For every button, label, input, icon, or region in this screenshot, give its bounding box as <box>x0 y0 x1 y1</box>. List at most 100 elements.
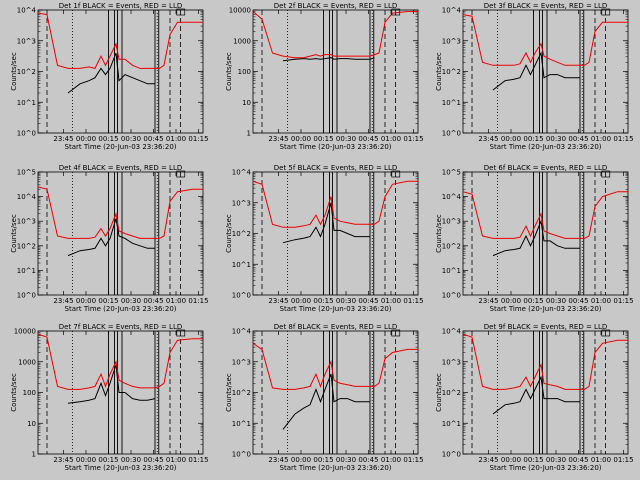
flag-box <box>176 329 186 337</box>
plot-area <box>38 331 203 454</box>
chart-title: Det 7f BLACK = Events, RED = LLD <box>59 323 182 331</box>
plot-area <box>38 172 203 295</box>
x-tick-label: 01:15 <box>613 297 633 305</box>
y-tick-label: 10^2 <box>232 230 251 238</box>
plot-area <box>38 10 203 133</box>
chart-panel-3: Det 3f BLACK = Events, RED = LLD 10^0 10^1… <box>435 2 634 151</box>
y-tick-label: 10^1 <box>442 267 461 275</box>
events-series-line <box>282 202 370 244</box>
y-tick-label: 10^5 <box>17 169 36 177</box>
lld-series-line <box>253 180 418 228</box>
x-axis-label: Start Time (20-Jun-03 23:36:20) <box>280 464 392 472</box>
chart-panel-2: Det 2f BLACK = Events, RED = LLD 1 10 100 10… <box>225 2 424 151</box>
flag-box <box>176 8 186 16</box>
y-axis-label: Counts/sec <box>435 214 443 253</box>
y-tick-label: 10^1 <box>442 420 461 428</box>
y-tick-label: 1000 <box>18 358 36 366</box>
x-tick-label: 00:30 <box>336 456 356 464</box>
plot-frame <box>462 171 629 296</box>
y-axis-label: Counts/sec <box>10 373 18 412</box>
y-tick-label: 10^2 <box>442 68 461 76</box>
chart-title: Det 6f BLACK = Events, RED = LLD <box>484 164 607 172</box>
lld-series-line <box>38 12 203 69</box>
x-tick-label: 00:15 <box>523 297 543 305</box>
x-tick-label: 00:00 <box>76 135 96 143</box>
y-tick-label: 10^1 <box>442 99 461 107</box>
x-tick-label: 00:45 <box>568 135 588 143</box>
y-axis-label: Counts/sec <box>10 52 18 91</box>
x-tick-label: 00:45 <box>568 456 588 464</box>
y-tick-label: 10^0 <box>17 130 36 138</box>
y-tick-label: 10^4 <box>442 7 462 15</box>
x-tick-label: 00:00 <box>76 297 96 305</box>
flag-box <box>391 170 401 178</box>
y-tick-label: 10^3 <box>442 37 461 45</box>
y-axis-label: Counts/sec <box>435 52 443 91</box>
x-tick-label: 01:00 <box>591 456 611 464</box>
chart-title: Det 9f BLACK = Events, RED = LLD <box>484 323 607 331</box>
x-tick-label: 01:00 <box>381 456 401 464</box>
x-axis-label: Start Time (20-Jun-03 23:36:20) <box>280 305 392 313</box>
x-tick-label: 01:00 <box>381 297 401 305</box>
chart-panel-5: Det 5f BLACK = Events, RED = LLD 10^0 10^1… <box>225 164 424 313</box>
x-tick-label: 00:30 <box>121 297 141 305</box>
x-tick-label: 23:45 <box>53 135 73 143</box>
plot-area <box>253 331 418 454</box>
y-tick-label: 10^0 <box>232 292 251 300</box>
x-tick-label: 00:00 <box>76 456 96 464</box>
x-tick-label: 00:30 <box>336 135 356 143</box>
x-tick-label: 00:15 <box>98 135 118 143</box>
x-tick-label: 23:45 <box>268 456 288 464</box>
x-tick-label: 00:45 <box>143 456 163 464</box>
events-series-line <box>67 218 155 257</box>
lld-series-line <box>38 333 203 390</box>
lld-series-line <box>253 342 418 390</box>
y-tick-label: 10^5 <box>442 169 461 177</box>
y-tick-label: 10^3 <box>17 37 36 45</box>
events-series-line <box>492 51 580 91</box>
y-tick-label: 10^2 <box>442 242 461 250</box>
lld-series-line <box>463 14 628 66</box>
x-tick-label: 01:15 <box>188 297 208 305</box>
x-axis-label: Start Time (20-Jun-03 23:36:20) <box>65 464 177 472</box>
chart-panel-6: Det 6f BLACK = Events, RED = LLD 10^0 10^1… <box>435 164 634 313</box>
x-tick-label: 01:15 <box>403 297 423 305</box>
chart-panel-8: Det 8f BLACK = Events, RED = LLD 10^0 10^1… <box>225 323 424 472</box>
x-tick-label: 00:00 <box>291 297 311 305</box>
x-tick-label: 23:45 <box>268 297 288 305</box>
y-tick-label: 1000 <box>233 37 251 45</box>
x-tick-label: 00:15 <box>313 135 333 143</box>
y-tick-label: 100 <box>23 389 36 397</box>
y-tick-label: 10^4 <box>17 7 37 15</box>
plot-area <box>253 10 418 133</box>
events-series-line <box>67 52 155 94</box>
events-series-line <box>67 364 156 404</box>
x-tick-label: 00:15 <box>98 297 118 305</box>
y-tick-label: 10000 <box>229 7 251 15</box>
y-tick-label: 10^1 <box>17 99 36 107</box>
x-tick-label: 00:45 <box>358 297 378 305</box>
y-tick-label: 10^1 <box>17 267 36 275</box>
x-tick-label: 01:00 <box>166 297 186 305</box>
flag-box <box>391 329 401 337</box>
y-axis-label: Counts/sec <box>225 373 233 412</box>
x-tick-label: 01:00 <box>591 135 611 143</box>
x-tick-label: 01:15 <box>188 456 208 464</box>
x-tick-label: 23:45 <box>268 135 288 143</box>
chart-title: Det 3f BLACK = Events, RED = LLD <box>484 2 607 10</box>
y-tick-label: 10^2 <box>17 68 36 76</box>
x-axis-label: Start Time (20-Jun-03 23:36:20) <box>490 143 602 151</box>
x-tick-label: 00:15 <box>523 135 543 143</box>
flag-box <box>601 170 611 178</box>
y-tick-label: 10^3 <box>232 199 251 207</box>
x-tick-label: 00:00 <box>501 135 521 143</box>
chart-panel-9: Det 9f BLACK = Events, RED = LLD 10^0 10^1… <box>435 323 634 472</box>
x-axis-label: Start Time (20-Jun-03 23:36:20) <box>65 305 177 313</box>
x-tick-label: 00:30 <box>121 135 141 143</box>
flag-box <box>601 329 611 337</box>
x-tick-label: 00:15 <box>313 456 333 464</box>
x-tick-label: 23:45 <box>53 297 73 305</box>
events-series-line <box>282 57 375 62</box>
chart-title: Det 4f BLACK = Events, RED = LLD <box>59 164 182 172</box>
